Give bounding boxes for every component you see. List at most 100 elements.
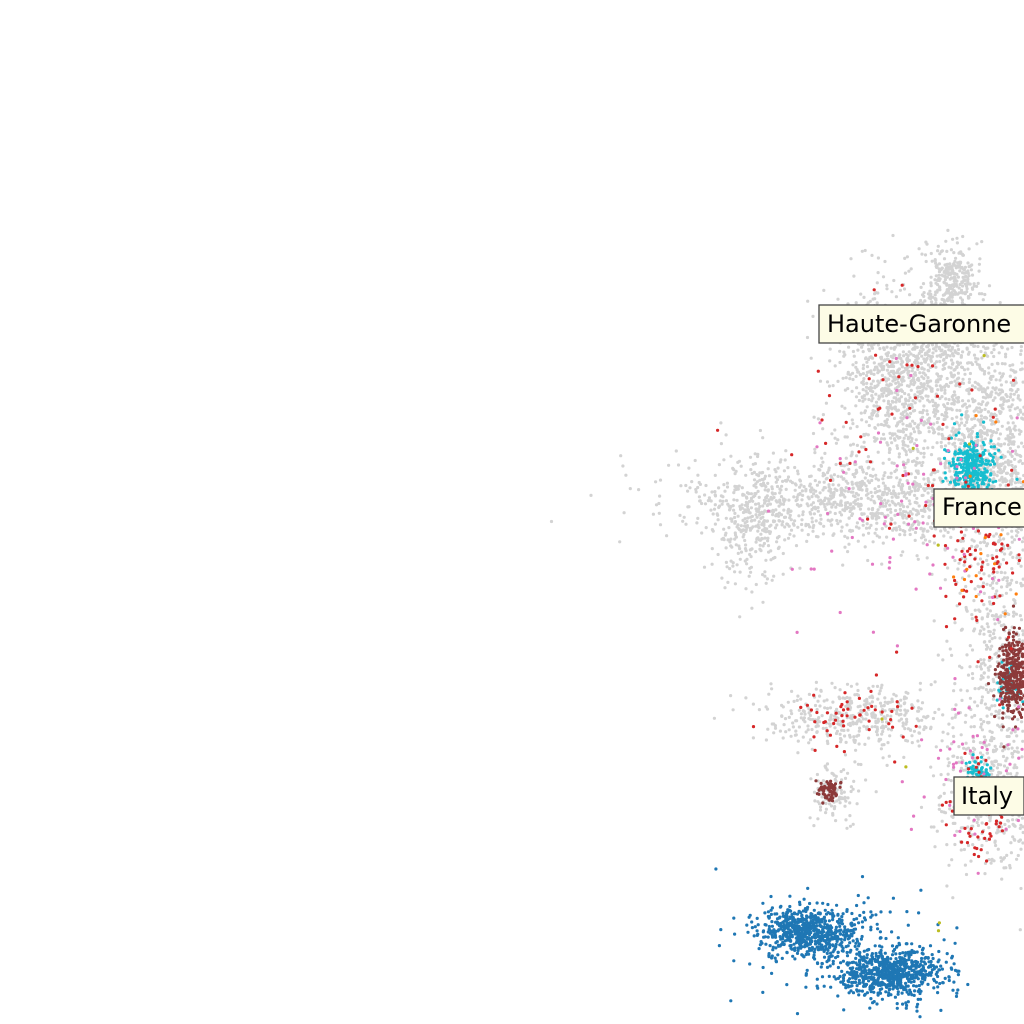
data-point	[933, 680, 937, 684]
data-point	[832, 491, 836, 495]
data-point	[1013, 703, 1017, 707]
data-point	[877, 362, 881, 366]
data-point	[725, 481, 730, 485]
data-point	[750, 590, 754, 594]
data-point	[838, 349, 842, 353]
data-point	[861, 366, 865, 371]
data-point	[1011, 818, 1015, 822]
data-point	[741, 510, 746, 515]
data-point	[861, 363, 866, 367]
data-point	[872, 436, 876, 440]
data-point	[953, 437, 957, 441]
data-point	[876, 368, 880, 372]
data-point	[980, 728, 985, 732]
data-point	[982, 735, 987, 739]
data-point	[888, 446, 892, 451]
data-point	[892, 347, 896, 351]
data-point	[955, 408, 959, 412]
data-point	[694, 490, 698, 494]
data-point	[870, 512, 874, 517]
data-point	[880, 368, 884, 372]
data-point	[866, 466, 870, 470]
data-point	[738, 557, 742, 561]
data-point	[973, 380, 977, 384]
data-point	[906, 444, 910, 448]
data-point	[848, 716, 853, 720]
data-point	[943, 578, 947, 582]
data-point	[865, 360, 869, 364]
data-point	[781, 520, 785, 524]
data-point	[821, 779, 826, 783]
data-point	[721, 495, 725, 499]
data-point	[832, 532, 836, 536]
data-point	[757, 947, 761, 951]
data-point	[731, 561, 735, 565]
data-point	[1008, 395, 1013, 399]
data-point	[825, 762, 830, 766]
data-point	[869, 369, 873, 373]
data-point	[953, 444, 957, 449]
data-point	[788, 513, 792, 518]
data-point	[1006, 747, 1011, 751]
data-point	[885, 363, 889, 367]
data-point	[848, 814, 852, 818]
data-point	[964, 713, 968, 717]
data-point	[806, 724, 810, 728]
data-point	[1008, 446, 1013, 450]
data-point	[814, 507, 818, 511]
data-point	[678, 513, 682, 518]
data-point	[933, 845, 937, 849]
data-point	[990, 362, 994, 366]
data-point	[1018, 459, 1023, 463]
data-point	[1011, 398, 1015, 402]
data-point	[783, 525, 787, 529]
data-point	[988, 647, 993, 651]
data-point	[853, 760, 857, 764]
data-point	[959, 296, 963, 300]
data-point	[961, 350, 965, 354]
data-point	[1002, 623, 1006, 627]
data-point	[990, 730, 994, 735]
data-point	[763, 570, 767, 574]
data-point	[1002, 537, 1006, 541]
data-point	[880, 361, 884, 365]
data-point	[980, 617, 984, 621]
data-point	[770, 491, 774, 495]
data-point	[992, 348, 996, 352]
data-point	[900, 359, 904, 363]
data-point	[939, 529, 943, 533]
data-point	[915, 513, 919, 517]
data-point	[923, 538, 928, 542]
data-point	[956, 275, 961, 279]
data-point	[828, 510, 832, 514]
data-point	[880, 732, 884, 736]
data-point	[824, 401, 829, 405]
data-point	[880, 708, 885, 712]
data-point	[963, 372, 967, 376]
data-point	[922, 404, 926, 408]
data-point	[993, 369, 997, 373]
data-point	[922, 455, 926, 459]
data-point	[861, 533, 866, 537]
data-point	[697, 480, 701, 485]
data-point	[942, 527, 947, 531]
data-point	[986, 393, 990, 398]
data-point	[969, 361, 973, 365]
data-point	[735, 498, 739, 502]
data-point	[843, 696, 847, 701]
data-point	[927, 369, 931, 373]
data-point	[885, 720, 889, 724]
data-point	[962, 268, 967, 272]
data-point	[870, 508, 875, 512]
data-point	[729, 694, 733, 698]
data-point	[913, 538, 917, 543]
data-point	[654, 480, 658, 484]
data-point	[789, 518, 793, 522]
data-point	[712, 716, 717, 720]
data-point	[803, 712, 807, 716]
data-point	[783, 717, 788, 721]
data-point	[836, 522, 840, 526]
data-point	[961, 439, 965, 443]
data-point	[827, 468, 831, 472]
data-point	[913, 475, 918, 480]
